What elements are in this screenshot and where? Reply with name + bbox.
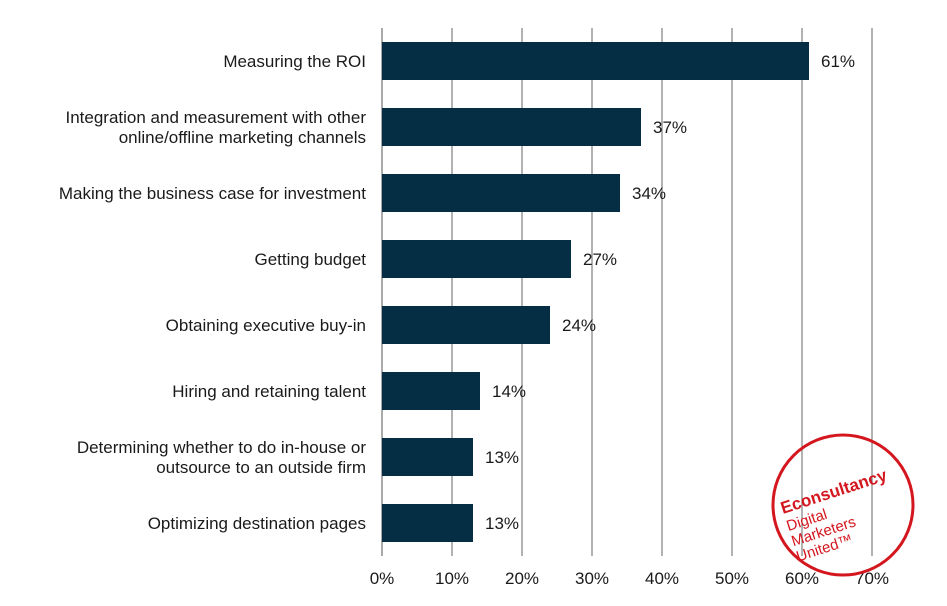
category-label: Obtaining executive buy-in <box>166 316 366 335</box>
data-labels: 61% 37% 34% 27% 24% 14% 13% 13% <box>485 52 855 533</box>
x-tick-label: 20% <box>505 569 539 588</box>
bar <box>382 306 550 344</box>
x-tick-label: 50% <box>715 569 749 588</box>
category-label: Determining whether to do in-house or out… <box>77 438 366 477</box>
bar <box>382 174 620 212</box>
bar <box>382 504 473 542</box>
x-tick-label: 70% <box>855 569 889 588</box>
bar <box>382 42 809 80</box>
econsultancy-logo: Econsultancy Digital Marketers United™ <box>769 431 917 584</box>
bars <box>382 42 809 542</box>
x-axis-tick-labels: 0% 10% 20% 30% 40% 50% 60% 70% <box>370 569 889 588</box>
bar <box>382 438 473 476</box>
category-label: Hiring and retaining talent <box>172 382 366 401</box>
data-label: 24% <box>562 316 596 335</box>
category-label: Integration and measurement with other on… <box>65 108 366 147</box>
x-tick-label: 0% <box>370 569 395 588</box>
bar <box>382 108 641 146</box>
data-label: 34% <box>632 184 666 203</box>
data-label: 27% <box>583 250 617 269</box>
category-label: Getting budget <box>254 250 366 269</box>
econsultancy-logo-badge: Econsultancy Digital Marketers United™ <box>771 433 915 577</box>
data-label: 14% <box>492 382 526 401</box>
x-tick-label: 30% <box>575 569 609 588</box>
category-labels: Measuring the ROI Integration and measure… <box>59 52 366 533</box>
category-label: Measuring the ROI <box>223 52 366 71</box>
data-label: 37% <box>653 118 687 137</box>
x-tick-label: 40% <box>645 569 679 588</box>
bar <box>382 372 480 410</box>
category-label: Making the business case for investment <box>59 184 366 203</box>
data-label: 13% <box>485 514 519 533</box>
x-tick-label: 10% <box>435 569 469 588</box>
data-label: 61% <box>821 52 855 71</box>
data-label: 13% <box>485 448 519 467</box>
category-label: Optimizing destination pages <box>148 514 366 533</box>
bar <box>382 240 571 278</box>
logo-wordmark: Econsultancy <box>778 465 890 517</box>
x-tick-label: 60% <box>785 569 819 588</box>
